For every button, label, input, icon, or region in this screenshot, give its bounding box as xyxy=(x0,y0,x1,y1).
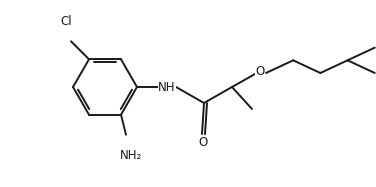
Text: Cl: Cl xyxy=(60,15,71,28)
Text: O: O xyxy=(255,65,265,77)
Text: O: O xyxy=(199,137,208,149)
Text: NH₂: NH₂ xyxy=(120,149,142,162)
Text: NH: NH xyxy=(158,80,176,94)
